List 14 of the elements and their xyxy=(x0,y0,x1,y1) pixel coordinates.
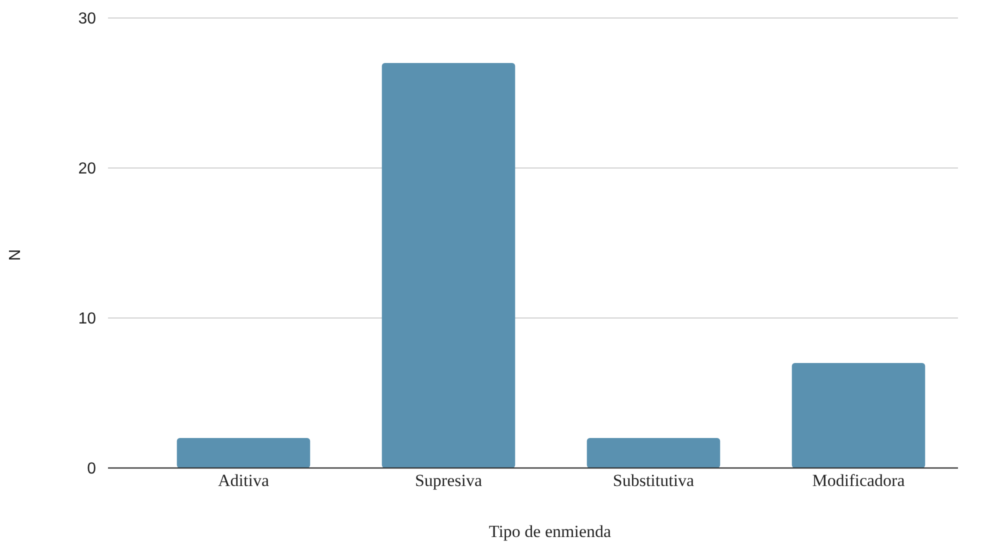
y-tick-label: 30 xyxy=(78,10,96,28)
bar xyxy=(176,438,310,468)
y-axis-title: N xyxy=(7,249,24,261)
bar xyxy=(382,63,516,468)
x-tick-label: Aditiva xyxy=(218,471,270,490)
bar xyxy=(792,363,926,468)
y-tick-label: 10 xyxy=(78,310,96,328)
bar xyxy=(586,438,720,468)
y-tick-label: 20 xyxy=(78,160,96,178)
x-tick-label: Substitutiva xyxy=(612,471,695,490)
x-tick-label: Modificadora xyxy=(812,471,906,490)
y-tick-label: 0 xyxy=(87,460,96,478)
x-tick-label: Supresiva xyxy=(414,471,482,490)
x-axis-title: Tipo de enmienda xyxy=(488,522,612,541)
